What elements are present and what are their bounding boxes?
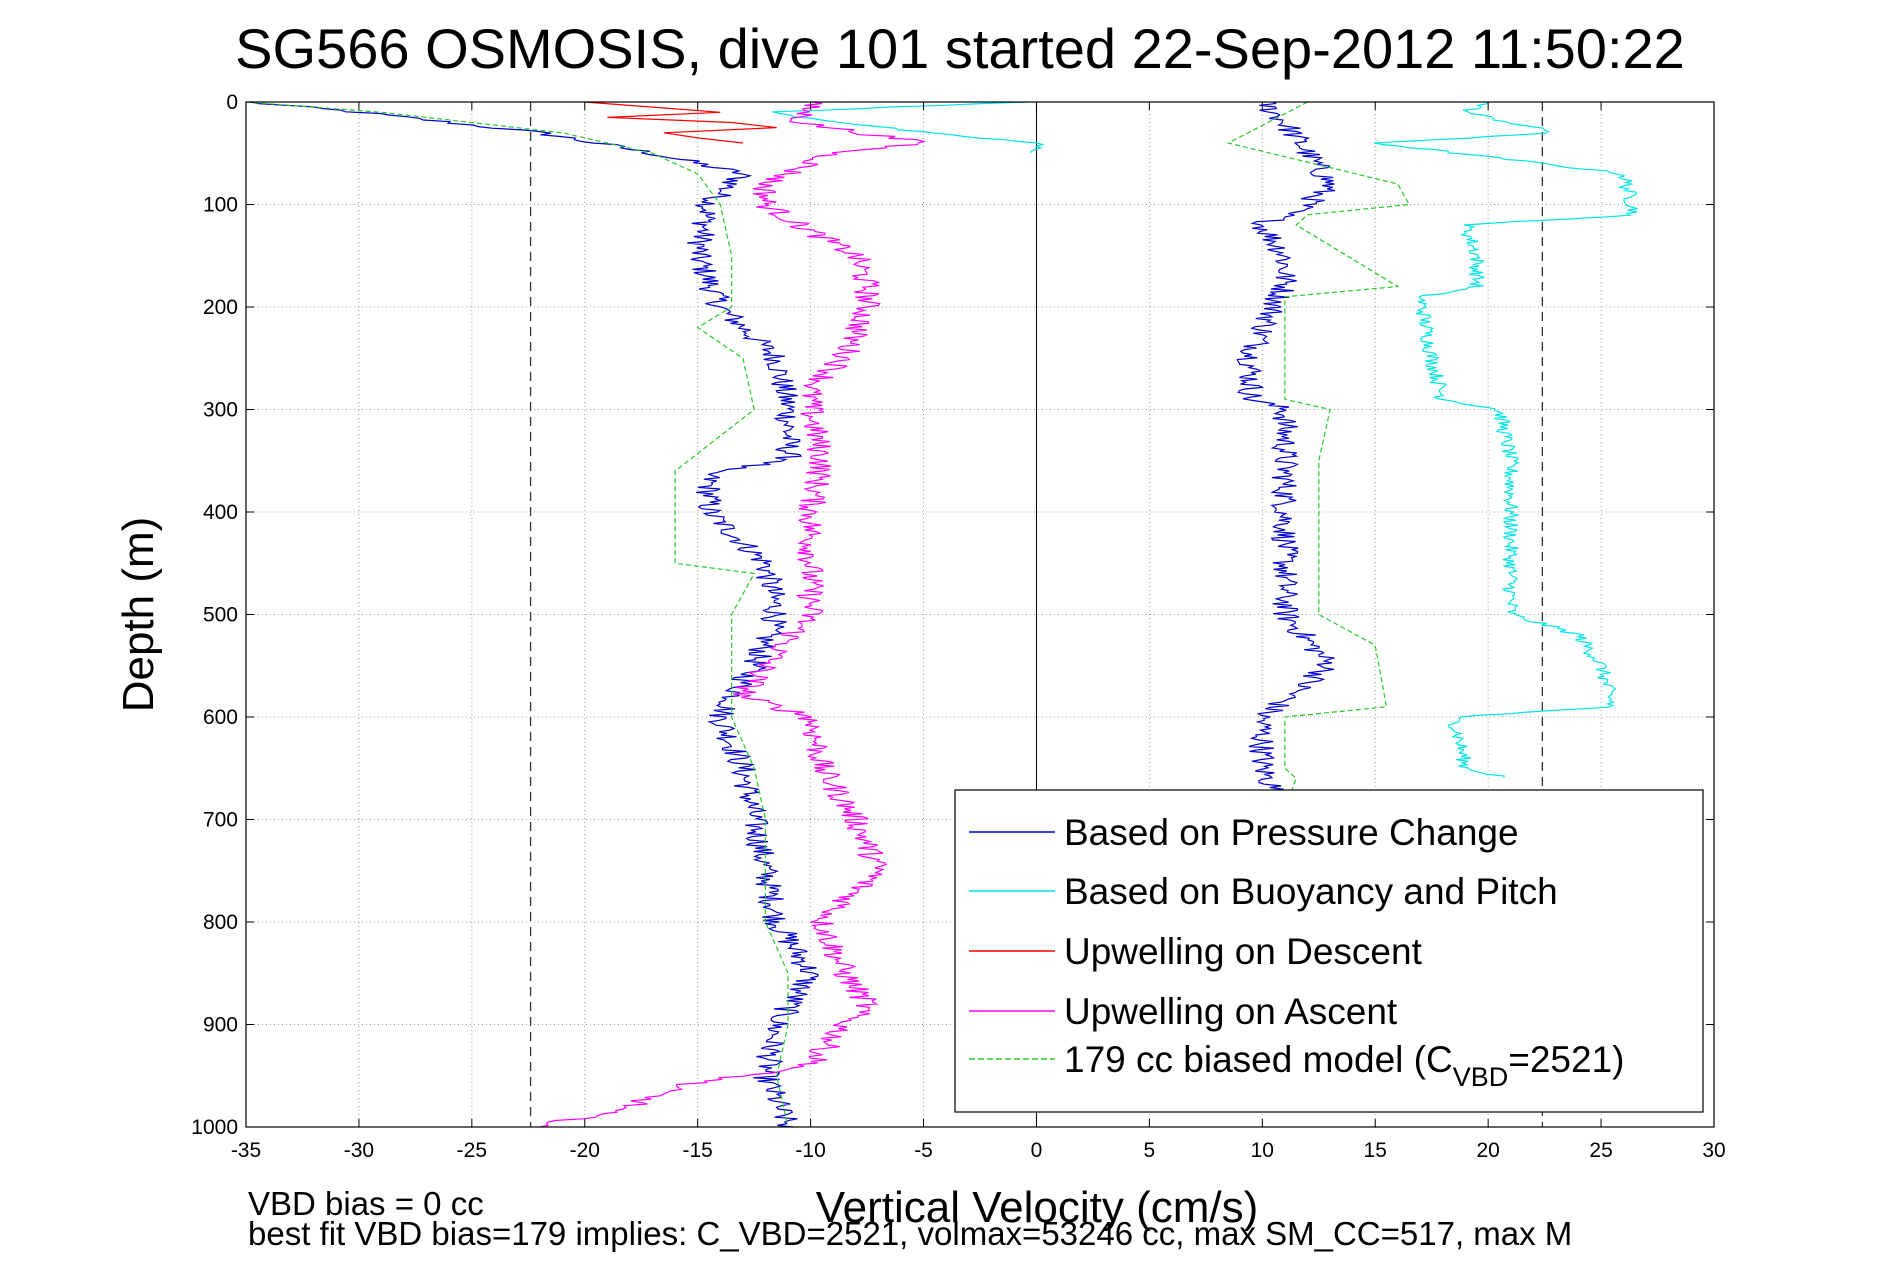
y-tick-label: 0 — [226, 91, 238, 114]
x-tick-label: -30 — [344, 1139, 374, 1162]
x-tick-label: -20 — [570, 1139, 600, 1162]
x-tick-label: 30 — [1702, 1139, 1725, 1162]
x-tick-label: 25 — [1589, 1139, 1612, 1162]
x-tick-label: 0 — [1031, 1139, 1043, 1162]
y-tick-label: 1000 — [191, 1116, 238, 1139]
footer-vbd-bias: VBD bias = 0 cc — [248, 1185, 484, 1222]
series-line-6 — [245, 101, 789, 1128]
legend-label: Upwelling on Descent — [1064, 931, 1423, 972]
series-line-4 — [584, 101, 777, 144]
y-tick-label: 400 — [203, 501, 238, 524]
x-tick-label: -5 — [914, 1139, 933, 1162]
x-tick-label: 10 — [1251, 1139, 1274, 1162]
series-line-3 — [1374, 101, 1638, 778]
x-tick-label: -10 — [795, 1139, 825, 1162]
y-tick-label: 200 — [203, 296, 238, 319]
y-tick-label: 800 — [203, 911, 238, 934]
y-axis-label: Depth (m) — [114, 517, 163, 713]
y-tick-label: 300 — [203, 399, 238, 422]
legend-label: 179 cc biased model (CVBD=2521) — [1064, 1039, 1624, 1092]
chart-title: SG566 OSMOSIS, dive 101 started 22-Sep-2… — [235, 17, 1685, 80]
footer-best-fit: best fit VBD bias=179 implies: C_VBD=252… — [248, 1215, 1572, 1252]
axis-ticks: -35 -30 -25 -20 -15 -10 -5 0 5 10 15 20 25 3001002003… — [191, 91, 1725, 1162]
legend-label: Upwelling on Ascent — [1064, 991, 1398, 1032]
y-tick-label: 700 — [203, 809, 238, 832]
series-line-7 — [1226, 101, 1411, 810]
series-line-5 — [539, 101, 926, 1128]
x-tick-label: -15 — [683, 1139, 713, 1162]
x-tick-label: -25 — [457, 1139, 487, 1162]
series-line-2 — [772, 101, 1045, 154]
x-axis-label: Vertical Velocity (cm/s) — [816, 1183, 1259, 1232]
y-tick-label: 600 — [203, 706, 238, 729]
x-tick-label: 15 — [1364, 1139, 1387, 1162]
legend-box — [954, 789, 1704, 1113]
legend-label: Based on Buoyancy and Pitch — [1064, 871, 1558, 912]
series-line-1 — [1236, 101, 1336, 810]
y-tick-label: 100 — [203, 194, 238, 217]
data-series — [245, 101, 1638, 1128]
series-line-0 — [250, 101, 819, 1128]
legend-label: Based on Pressure Change — [1064, 812, 1519, 853]
x-tick-label: -35 — [231, 1139, 261, 1162]
x-tick-label: 5 — [1144, 1139, 1156, 1162]
y-tick-label: 900 — [203, 1014, 238, 1037]
x-tick-label: 20 — [1476, 1139, 1499, 1162]
legend: Based on Pressure Change Based on Buoyanc… — [954, 789, 1704, 1113]
y-tick-label: 500 — [203, 604, 238, 627]
